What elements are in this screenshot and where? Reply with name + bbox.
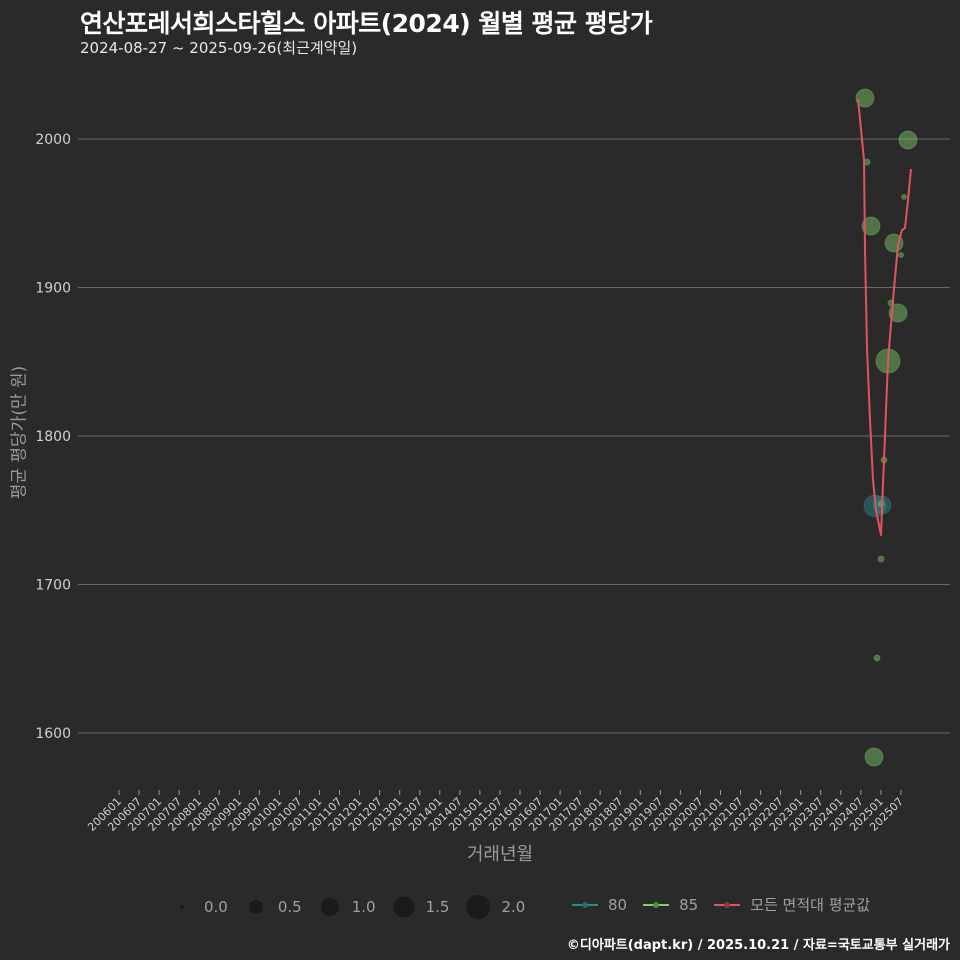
data-point	[873, 654, 881, 662]
y-tick-label: 1600	[35, 726, 71, 742]
y-tick-label: 2000	[35, 132, 71, 148]
legend-item-85: 85	[643, 896, 698, 914]
y-axis-ticks: 1600 1700 1800 1900 2000	[35, 132, 71, 742]
x-axis-title: 거래년월	[466, 844, 534, 865]
size-circle-icon	[180, 905, 184, 909]
size-legend-item: 0.5	[244, 895, 302, 919]
y-tick-label: 1700	[35, 578, 71, 594]
gridlines	[78, 138, 950, 734]
size-circle-icon	[248, 900, 263, 914]
data-point	[861, 216, 881, 236]
size-legend-item: 2.0	[465, 894, 525, 920]
line-swatch-icon	[572, 901, 598, 908]
y-tick-label: 1900	[35, 281, 71, 297]
data-point	[888, 303, 908, 323]
size-legend-item: 1.0	[318, 895, 376, 919]
size-legend-item: 0.0	[170, 895, 228, 919]
legend-item-80: 80	[572, 896, 627, 914]
line-swatch-icon	[714, 901, 741, 908]
size-circle-icon	[393, 896, 415, 918]
average-line	[857, 98, 912, 536]
data-point	[901, 194, 907, 200]
data-point	[898, 252, 904, 258]
data-point	[855, 88, 875, 108]
source-credit: ©디아파트(dapt.kr) / 2025.10.21 / 자료=국토교통부 실…	[566, 938, 950, 953]
size-legend-item: 1.5	[392, 895, 449, 919]
legend-item-average: 모든 면적대 평균값	[714, 894, 870, 915]
size-circle-icon	[466, 895, 491, 919]
data-point	[864, 747, 884, 767]
data-point	[898, 130, 918, 150]
chart-title: 연산포레서희스타힐스 아파트(2024) 월별 평균 평당가	[80, 9, 653, 38]
size-circle-icon	[320, 898, 339, 916]
x-axis-ticks: 2006012006072007012007072008012008072009…	[85, 790, 906, 834]
color-legend: 80 85 모든 면적대 평균값	[572, 894, 886, 915]
chart-subtitle: 2024-08-27 ~ 2025-09-26(최근계약일)	[80, 39, 358, 57]
y-tick-label: 1800	[35, 429, 71, 445]
scatter-points	[855, 88, 918, 767]
size-legend: 0.0 0.5 1.0 1.5 2.0	[170, 894, 541, 920]
data-point	[877, 555, 885, 563]
line-swatch-icon	[643, 901, 670, 908]
y-axis-title: 평균 평당가(만 원)	[9, 365, 30, 500]
